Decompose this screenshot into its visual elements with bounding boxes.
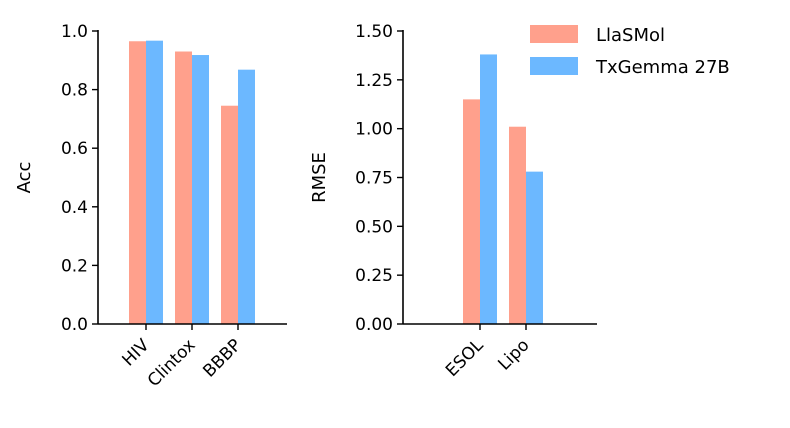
rmse-bar-esol-txgemma	[480, 54, 497, 324]
rmse-bar-lipo-txgemma	[526, 171, 543, 324]
rmse-bar-lipo-llasmol	[509, 126, 526, 324]
rmse-bar-esol-llasmol	[463, 99, 480, 324]
legend-label-llasmol: LlaSMol	[596, 25, 665, 46]
rmse-x-tick-label-esol: ESOL	[442, 335, 488, 381]
acc-bar-hiv-txgemma	[146, 40, 163, 324]
rmse-y-tick-label: 0.00	[355, 315, 393, 335]
rmse-y-tick-label: 0.75	[355, 169, 393, 189]
legend-swatch-txgemma	[530, 57, 578, 75]
rmse-y-tick-label: 1.00	[355, 120, 393, 140]
acc-y-tick-label: 0.6	[61, 139, 88, 159]
acc-y-tick-label: 0.8	[61, 81, 88, 101]
acc-bar-bbbp-txgemma	[238, 69, 255, 325]
acc-y-tick-label: 0.4	[61, 198, 88, 218]
acc-bar-clintox-llasmol	[175, 51, 192, 324]
acc-x-tick-label-clintox: Clintox	[144, 335, 200, 391]
rmse-chart: 0.00 0.25 0.50 0.75 1.00 1.25 1.50 ESOL Lipo RMSE	[309, 22, 597, 381]
acc-x-tick-label-hiv: HIV	[119, 335, 154, 370]
legend: LlaSMol TxGemma 27B	[530, 25, 730, 78]
acc-y-tick-label: 0.2	[61, 256, 88, 276]
rmse-y-tick-label: 1.50	[355, 22, 393, 42]
acc-bar-hiv-llasmol	[129, 41, 146, 324]
acc-y-tick-label: 0.0	[61, 315, 88, 335]
rmse-y-tick-label: 1.25	[355, 71, 393, 91]
acc-y-tick-label: 1.0	[61, 22, 88, 42]
acc-y-axis-title: Acc	[14, 162, 35, 194]
legend-swatch-llasmol	[530, 25, 578, 43]
rmse-y-axis-title: RMSE	[309, 152, 330, 203]
rmse-y-tick-label: 0.25	[355, 266, 393, 286]
acc-bar-bbbp-llasmol	[221, 105, 238, 324]
legend-label-txgemma: TxGemma 27B	[595, 57, 730, 78]
rmse-x-tick-label-lipo: Lipo	[494, 335, 533, 374]
rmse-y-tick-label: 0.50	[355, 217, 393, 237]
acc-x-tick-label-bbbp: BBBP	[199, 335, 245, 381]
acc-bar-clintox-txgemma	[192, 55, 209, 324]
